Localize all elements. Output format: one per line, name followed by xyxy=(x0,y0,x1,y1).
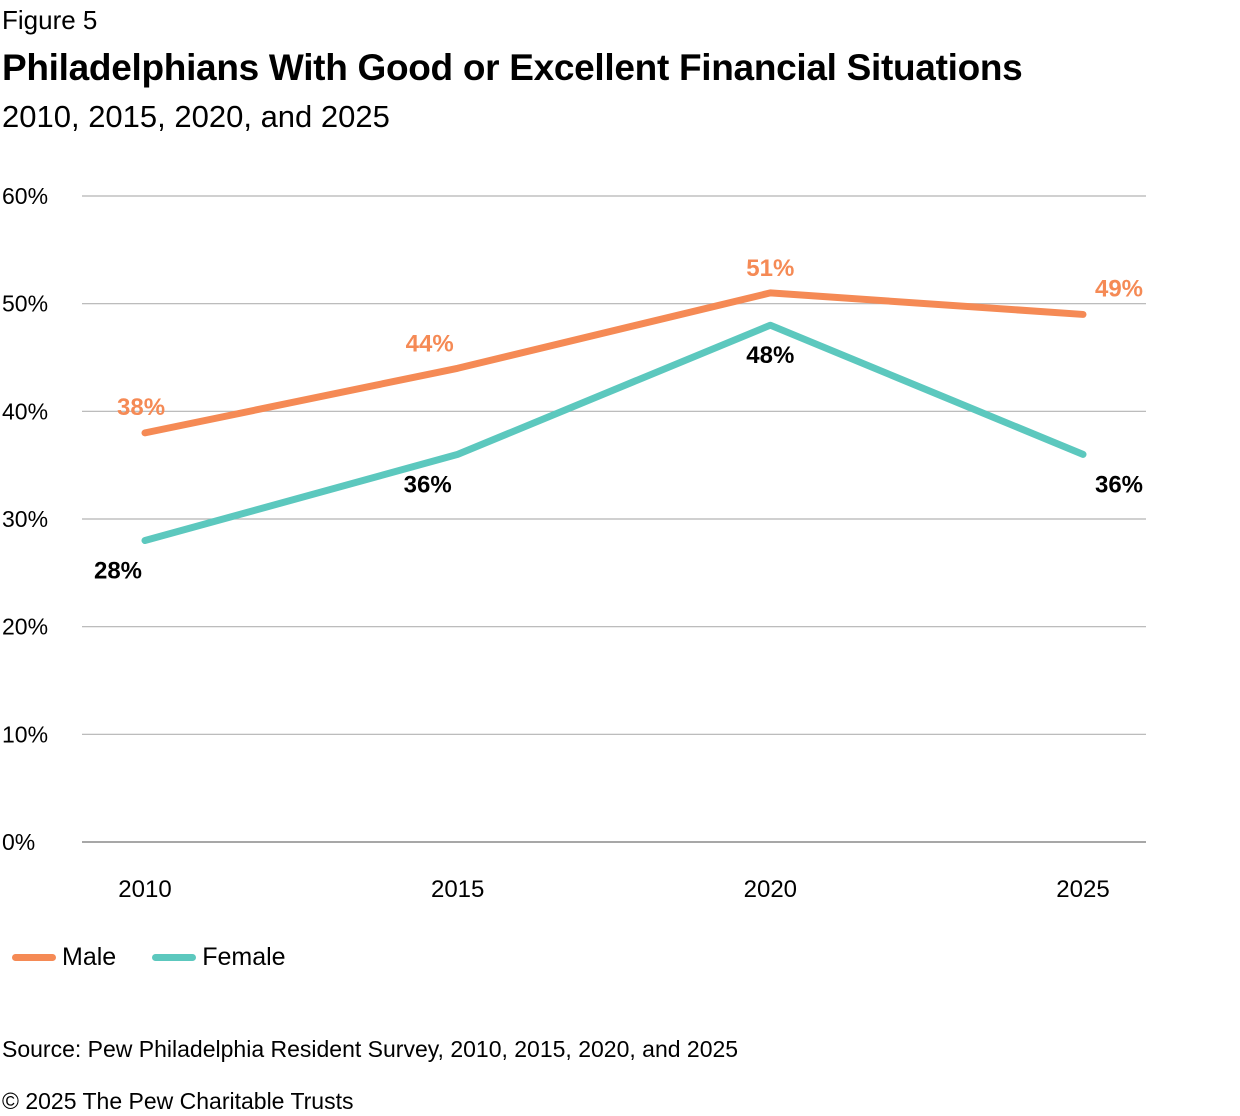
source-note: Source: Pew Philadelphia Resident Survey… xyxy=(2,1036,739,1062)
y-tick-label: 30% xyxy=(2,506,48,532)
legend-swatch-female xyxy=(152,953,197,961)
data-label-female: 36% xyxy=(1095,471,1143,498)
figure-label: Figure 5 xyxy=(2,5,98,35)
data-label-male: 44% xyxy=(406,330,454,357)
x-tick-label: 2015 xyxy=(431,876,484,903)
line-chart: 0% 10% 20% 30% 40% 50% 60% 2010 2015 2020 2025 38… xyxy=(2,183,1146,903)
legend-swatch-male xyxy=(12,953,56,961)
y-tick-label: 40% xyxy=(2,398,48,424)
x-tick-label: 2010 xyxy=(118,876,171,903)
copyright-note: © 2025 The Pew Charitable Trusts xyxy=(2,1088,354,1114)
legend-label-female: Female xyxy=(202,943,286,971)
legend: Male Female xyxy=(12,940,322,974)
series-line-female xyxy=(141,321,1087,545)
chart-subtitle: 2010, 2015, 2020, and 2025 xyxy=(2,99,390,134)
data-labels: 38% 44% 51% 49% 28% 36% 48% 36% xyxy=(94,255,1143,585)
x-axis-ticks: 2010 2015 2020 2025 xyxy=(118,876,1109,903)
gridlines xyxy=(82,195,1146,843)
y-axis-ticks: 0% 10% 20% 30% 40% 50% 60% xyxy=(2,183,48,855)
y-tick-label: 20% xyxy=(2,614,48,640)
legend-label-male: Male xyxy=(62,943,117,971)
y-tick-label: 10% xyxy=(2,721,48,747)
chart-title: Philadelphians With Good or Excellent Fi… xyxy=(2,47,1023,88)
legend-item-female: Female xyxy=(152,940,286,974)
legend-item-male: Male xyxy=(12,940,116,974)
data-label-male: 51% xyxy=(746,255,794,282)
series-lines xyxy=(141,289,1087,545)
series-line-male xyxy=(141,289,1087,437)
y-tick-label: 0% xyxy=(2,829,35,855)
data-label-male: 49% xyxy=(1095,275,1143,302)
data-label-female: 48% xyxy=(746,342,794,369)
x-tick-label: 2020 xyxy=(744,876,797,903)
y-tick-label: 60% xyxy=(2,183,48,209)
x-tick-label: 2025 xyxy=(1056,876,1109,903)
y-tick-label: 50% xyxy=(2,291,48,317)
data-label-female: 28% xyxy=(94,558,142,585)
data-label-male: 38% xyxy=(117,394,165,421)
data-label-female: 36% xyxy=(404,471,452,498)
